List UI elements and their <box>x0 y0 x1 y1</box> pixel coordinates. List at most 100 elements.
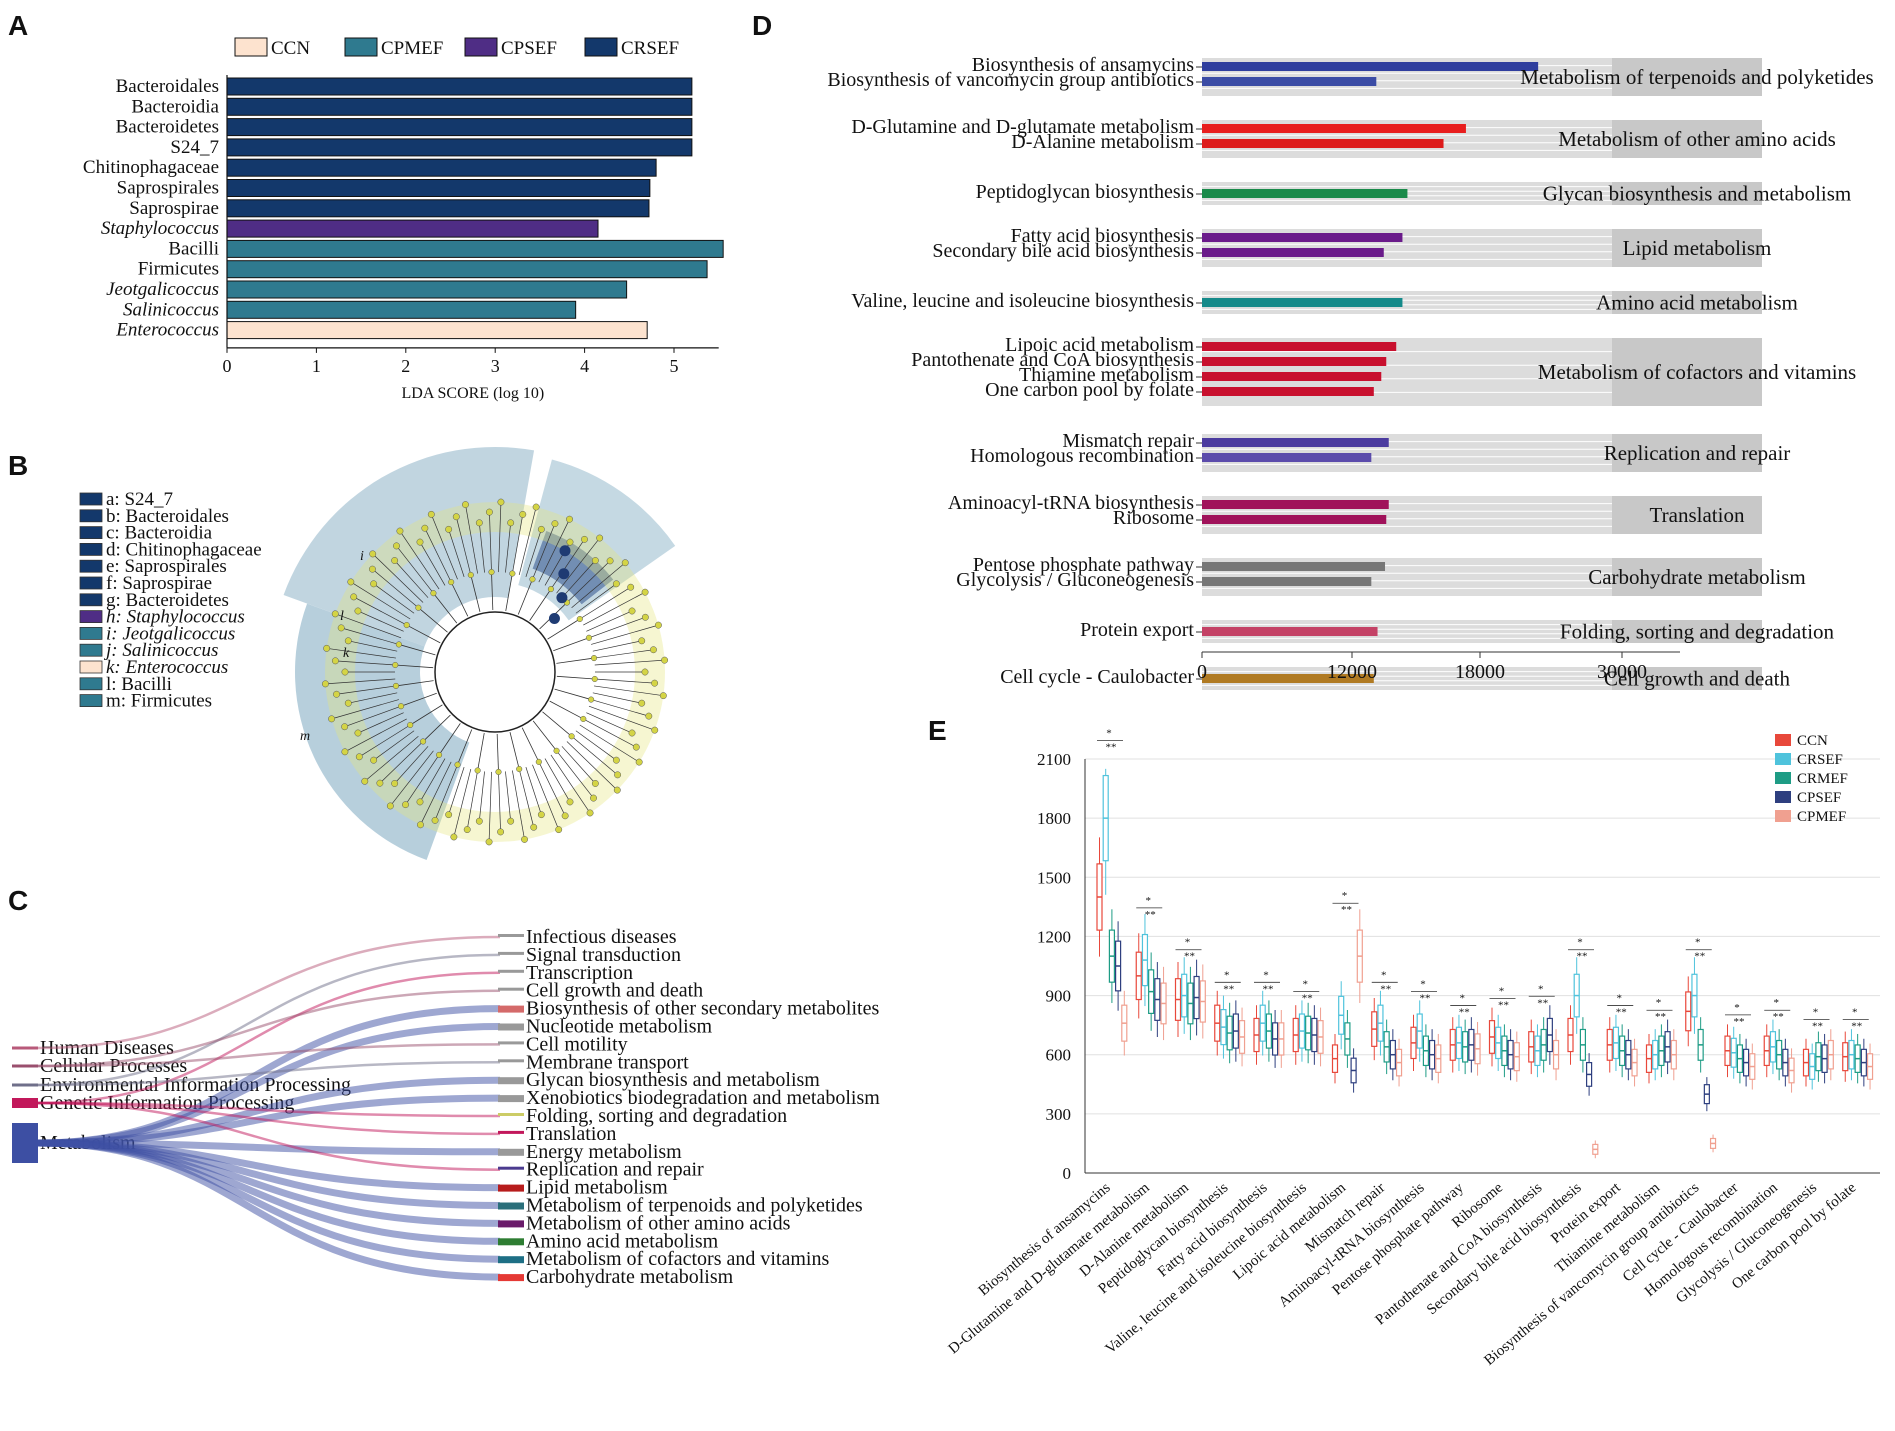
sankey-target-label: Replication and repair <box>526 1159 704 1181</box>
clado-node <box>341 723 349 731</box>
clado-branch <box>419 758 446 803</box>
significance-mark: * <box>1538 983 1544 995</box>
sankey-link <box>37 1005 501 1147</box>
clado-node <box>341 668 349 676</box>
clado-node <box>416 538 424 546</box>
box-x-tick-label: Biosynthesis of ansamycins <box>976 1180 1114 1299</box>
box-x-tick-label: Mismatch repair <box>1302 1180 1388 1256</box>
clado-branch <box>529 588 552 621</box>
clado-branch <box>470 574 481 612</box>
box-body <box>1271 1022 1279 1056</box>
clado-branch <box>594 659 665 666</box>
clado-branch <box>532 764 560 830</box>
clado-branch <box>521 727 540 763</box>
clado-branch <box>579 724 640 763</box>
pathway-category-label: Glycan biosynthesis and metabolism <box>1543 182 1852 206</box>
clado-branch <box>379 741 424 784</box>
sankey-target-label: Carbohydrate metabolism <box>526 1266 734 1288</box>
clado-node <box>563 599 570 606</box>
clado-node <box>638 699 646 707</box>
sankey-target-label: Signal transduction <box>526 944 681 966</box>
significance-mark: ** <box>1812 1021 1823 1033</box>
clado-branch <box>465 504 478 574</box>
clado-node <box>347 578 355 586</box>
clado-branch <box>588 705 655 731</box>
box-body <box>1736 1044 1744 1073</box>
sankey-target-label: Glycan biosynthesis and metabolism <box>526 1069 820 1091</box>
significance-mark: ** <box>1184 951 1195 963</box>
sankey-target-label: Metabolism of terpenoids and polyketides <box>526 1195 863 1217</box>
clado-node <box>606 557 614 565</box>
lda-x-tick-label: 1 <box>312 356 321 376</box>
lda-x-axis-title: LDA SCORE (log 10) <box>402 385 545 402</box>
clado-branch <box>450 581 469 617</box>
significance-mark: * <box>1656 997 1662 1009</box>
sankey-target-label: Infectious diseases <box>526 926 677 948</box>
pathway-group-band <box>1202 667 1762 690</box>
pathway-bar <box>1202 515 1387 524</box>
pathway-group-band <box>1202 229 1762 267</box>
clado-branch <box>586 712 633 734</box>
pathway-label: Biosynthesis of ansamycins <box>972 54 1194 76</box>
lda-bar <box>226 280 628 299</box>
clado-node <box>612 756 620 764</box>
clado-node <box>370 580 378 588</box>
pathway-bar <box>1202 357 1387 366</box>
clado-branch <box>478 522 485 573</box>
pathway-x-tick-label: 12000 <box>1327 661 1377 683</box>
box-body <box>1435 1044 1442 1073</box>
clado-node <box>331 610 339 618</box>
clado-node <box>323 644 331 652</box>
box-body <box>1652 1039 1659 1070</box>
lda-bar-label: Saprospirae <box>129 198 219 219</box>
clado-node <box>361 777 369 785</box>
sankey-target-node <box>498 1077 524 1085</box>
clado-node <box>445 811 453 819</box>
box-legend-label: CCN <box>1797 733 1828 749</box>
box-body <box>1102 774 1109 862</box>
clado-branch <box>326 647 397 659</box>
clado-branch <box>453 768 472 838</box>
clado-branch <box>575 730 617 761</box>
sankey-target-label: Metabolism of cofactors and vitamins <box>526 1248 829 1270</box>
legend-swatch <box>344 37 378 57</box>
pathway-category-label: Cell growth and death <box>1604 667 1791 691</box>
clado-node <box>354 729 362 737</box>
clado-legend-swatch <box>79 543 103 556</box>
clado-node <box>661 656 669 664</box>
clado-root-ring <box>434 611 556 733</box>
clado-node <box>386 802 394 810</box>
box-x-tick-label: D-Alanine metabolism <box>1077 1180 1193 1281</box>
sankey-link <box>37 1023 501 1147</box>
box-body <box>1848 1039 1855 1070</box>
pathway-bar <box>1202 233 1403 242</box>
pathway-x-tick-label: 18000 <box>1455 661 1505 683</box>
box-body <box>1495 1026 1502 1060</box>
clado-legend-swatch <box>79 627 103 640</box>
clado-biomarker-node <box>548 612 560 624</box>
clado-node <box>497 828 505 836</box>
clado-node <box>621 559 629 567</box>
clado-node <box>535 758 542 765</box>
clado-branch <box>348 640 398 652</box>
sankey-target-node <box>498 1041 524 1045</box>
significance-mark: ** <box>1851 1021 1862 1033</box>
clado-node <box>417 821 424 829</box>
clado-branch <box>512 514 524 574</box>
sankey-target-label: Cell motility <box>526 1033 628 1055</box>
pathway-category-band <box>1612 338 1762 406</box>
box-body <box>1697 1028 1704 1061</box>
box-body <box>1377 1004 1384 1042</box>
pathway-bar <box>1202 139 1444 148</box>
clado-node <box>431 816 439 824</box>
box-body <box>1625 1039 1632 1070</box>
pathway-category-band <box>1612 667 1762 690</box>
clado-node <box>445 525 453 533</box>
box-body <box>1528 1031 1535 1063</box>
box-body <box>1141 933 1149 987</box>
pathway-bar <box>1202 342 1397 351</box>
clado-branch <box>348 692 398 704</box>
box-body <box>1187 982 1194 1025</box>
significance-mark: ** <box>1106 741 1117 753</box>
